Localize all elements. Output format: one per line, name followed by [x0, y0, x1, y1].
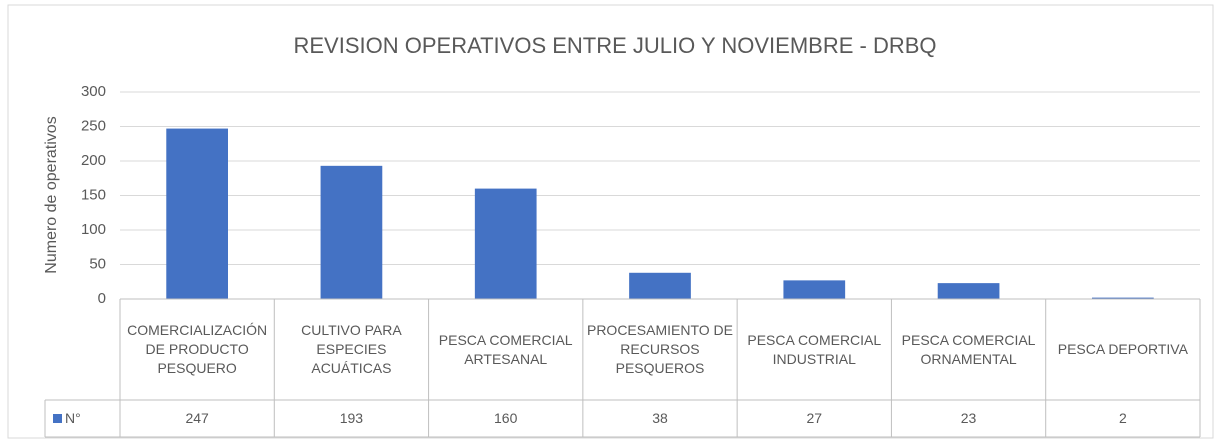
y-tick-label: 0	[98, 290, 106, 307]
y-tick-label: 250	[81, 117, 106, 134]
y-tick-label: 200	[81, 152, 106, 169]
category-cell: PESCA COMERCIAL ARTESANAL	[438, 331, 573, 367]
table-value: 247	[185, 410, 209, 426]
chart-title: REVISION OPERATIVOS ENTRE JULIO Y NOVIEM…	[293, 33, 936, 58]
category-cell: PESCA DEPORTIVA	[1057, 341, 1188, 357]
bar	[320, 165, 383, 299]
legend-label: N°	[65, 410, 81, 426]
bar	[166, 128, 228, 299]
table-value: 193	[339, 410, 364, 426]
category-cell: PROCESAMIENTO DE RECURSOS PESQUEROS	[586, 322, 733, 376]
bar	[783, 280, 846, 299]
y-tick-label: 50	[89, 255, 106, 272]
y-tick-label: 100	[81, 221, 106, 238]
category-cell: COMERCIALIZACIÓN DE PRODUCTO PESQUERO	[127, 322, 268, 376]
category-cell: PESCA COMERCIAL INDUSTRIAL	[747, 331, 882, 367]
category-cell: CULTIVO PARA ESPECIES ACUÁTICAS	[301, 322, 402, 376]
y-tick-label: 150	[81, 186, 106, 203]
table-value: 2	[1118, 410, 1127, 426]
y-axis-label: Numero de operativos	[43, 116, 60, 273]
bar	[1092, 297, 1154, 299]
y-tick-label: 300	[81, 83, 106, 100]
table-value: 38	[652, 410, 668, 426]
legend-swatch	[53, 414, 62, 423]
bar	[937, 283, 1000, 299]
bar	[629, 272, 691, 299]
table-value: 23	[960, 410, 977, 426]
bar	[474, 188, 537, 299]
table-value: 27	[806, 410, 823, 426]
category-cell: PESCA COMERCIAL ORNAMENTAL	[901, 331, 1036, 367]
table-value: 160	[494, 410, 518, 426]
